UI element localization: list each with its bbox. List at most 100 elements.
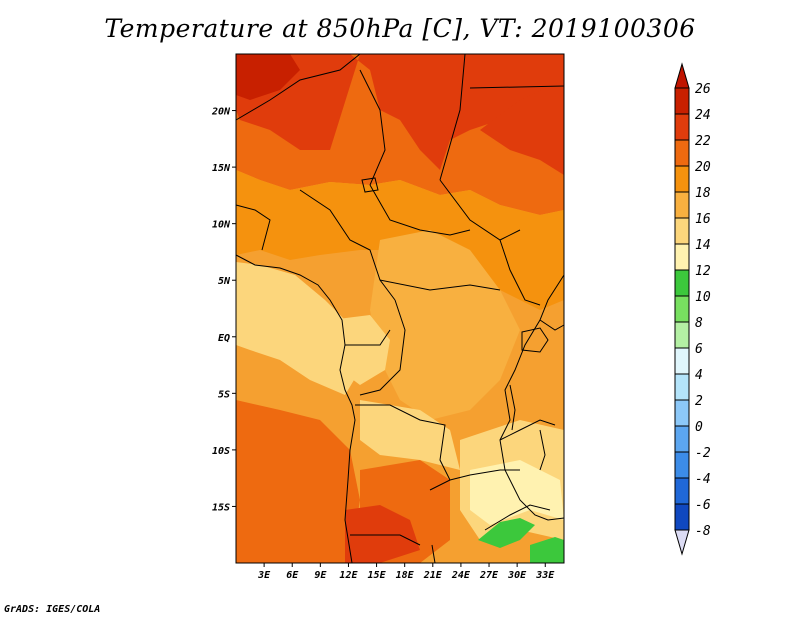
colorbar-label: 0: [695, 420, 703, 435]
lake-victoria: [521, 327, 549, 353]
lake-chad: [361, 177, 379, 193]
colorbar-label: -4: [695, 472, 711, 487]
border-9: [499, 239, 541, 306]
field-pale-south: [360, 400, 460, 470]
colorbar-bin-11: [674, 373, 690, 401]
colorbar-label: 18: [695, 186, 711, 201]
field-pale-west: [236, 262, 360, 395]
x-tick-label: 30E: [507, 570, 527, 581]
colorbar-bin-7: [674, 269, 690, 297]
colorbar-bin-15: [674, 477, 690, 505]
x-tick-label: 24E: [451, 570, 471, 581]
field-orange-south: [236, 400, 360, 563]
colorbar-label: 16: [695, 212, 711, 227]
field-green-se: [478, 518, 535, 548]
border-3: [439, 53, 466, 181]
colorbar-label: 22: [695, 134, 711, 149]
x-tick-label: 3E: [257, 570, 271, 581]
border-10: [379, 279, 501, 291]
colorbar-bin-13: [674, 425, 690, 453]
colorbar-bin-16: [674, 503, 690, 531]
country-borders: [235, 53, 565, 564]
colorbar-bin-9: [674, 321, 690, 349]
field-hottest-nw: [236, 54, 300, 100]
border-6: [299, 189, 396, 301]
y-tick-label: 10N: [212, 220, 231, 231]
y-tick-label: EQ: [218, 333, 230, 344]
colorbar-bin-2: [674, 139, 690, 167]
colorbar-label: 6: [695, 342, 703, 357]
colorbar-label: 8: [695, 316, 703, 331]
x-tick-label: 21E: [423, 570, 443, 581]
colorbar-label: 26: [695, 82, 711, 97]
field-lightest-se: [470, 460, 564, 525]
colorbar-bin-8: [674, 295, 690, 323]
field-pale-center: [370, 230, 520, 420]
colorbar-label: 20: [695, 160, 711, 175]
y-tick-label: 15S: [212, 502, 230, 513]
grads-credit: GrADS: IGES/COLA: [4, 604, 101, 615]
colorbar-bin-4: [674, 191, 690, 219]
field-hot-east: [480, 80, 564, 175]
colorbar-label: -6: [695, 498, 711, 513]
colorbar-label: 2: [695, 394, 703, 409]
field-hot-north: [236, 54, 564, 170]
colorbar-bin-1: [674, 113, 690, 141]
x-tick-label: 12E: [339, 570, 358, 581]
field-pale-congo: [330, 315, 390, 385]
x-axis: 3E 6E 9E 12E 15E 18E 21E 24E 27E 30E 33E: [257, 563, 555, 581]
colorbar-label: 24: [695, 108, 711, 123]
x-tick-label: 6E: [286, 570, 299, 581]
colorbar-top-arrow: [674, 62, 690, 89]
lake-tanganyika: [509, 384, 516, 431]
x-tick-label: 15E: [368, 570, 387, 581]
x-tick-label: 9E: [314, 570, 327, 581]
y-tick-label: 5N: [218, 276, 231, 287]
border-12: [359, 299, 406, 396]
colorbar-label: 12: [695, 264, 711, 279]
colorbar-bin-14: [674, 451, 690, 479]
border-1: [235, 53, 361, 121]
map-frame: [235, 53, 565, 564]
border-18: [539, 319, 565, 331]
y-axis: 20N 15N 10N 5N EQ 5S 10S 15S: [211, 107, 236, 513]
map-plot-area: [235, 53, 565, 564]
colorbar-bin-6: [674, 243, 690, 271]
border-19: [484, 504, 551, 531]
x-tick-label: 18E: [396, 570, 415, 581]
lake-malawi: [539, 429, 546, 471]
colorbar-label: 4: [695, 368, 703, 383]
border-17: [499, 419, 556, 441]
coastline-west: [235, 254, 356, 564]
y-tick-label: 20N: [211, 107, 231, 118]
y-tick-label: 10S: [212, 446, 230, 457]
colorbar-label: 10: [695, 290, 711, 305]
chart-title: Temperature at 850hPa [C], VT: 201910030…: [104, 14, 696, 43]
colorbar-bin-0: [674, 87, 690, 115]
border-7: [369, 184, 471, 236]
colorbar-label: 14: [695, 238, 711, 253]
border-14: [350, 534, 421, 546]
border-4: [469, 85, 565, 89]
border-15: [431, 544, 436, 564]
field-green-sse: [530, 537, 564, 563]
border-2: [359, 69, 386, 186]
border-5: [235, 204, 271, 251]
colorbar-label: -8: [695, 524, 711, 539]
border-11: [345, 329, 391, 346]
field-red-south: [345, 505, 420, 563]
colorbar-bin-3: [674, 165, 690, 193]
y-tick-label: 5S: [218, 389, 230, 400]
y-tick-label: 15N: [212, 163, 231, 174]
colorbar-bottom-arrow: [674, 529, 690, 556]
colorbar-label: -2: [695, 446, 711, 461]
x-tick-label: 33E: [535, 570, 555, 581]
colorbar-bin-12: [674, 399, 690, 427]
x-tick-label: 27E: [479, 570, 499, 581]
colorbar-bin-10: [674, 347, 690, 375]
colorbar-bin-5: [674, 217, 690, 245]
border-16: [449, 469, 520, 481]
border-8: [439, 179, 521, 241]
